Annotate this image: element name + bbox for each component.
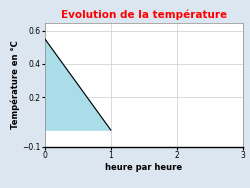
Y-axis label: Température en °C: Température en °C [10, 40, 20, 129]
Polygon shape [45, 39, 111, 130]
X-axis label: heure par heure: heure par heure [105, 163, 182, 172]
Title: Evolution de la température: Evolution de la température [61, 10, 227, 20]
